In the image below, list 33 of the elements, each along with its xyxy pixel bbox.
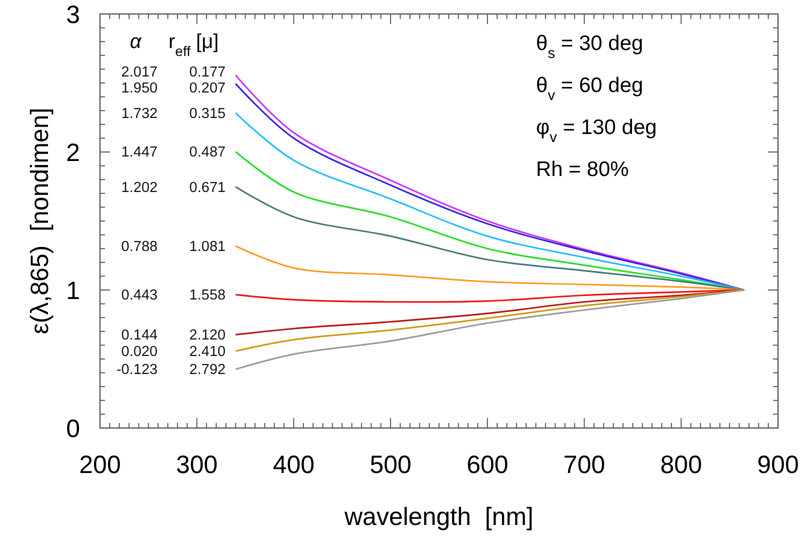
y-axis-title: ε(λ,865) [nondimen] [26, 108, 54, 334]
x-tick-label: 300 [176, 451, 218, 479]
text: 0.443 1.558 [121, 288, 226, 304]
line-series [234, 289, 745, 303]
x-tick-label: 900 [757, 451, 799, 479]
y-tick-label: 0 [66, 415, 80, 443]
text: 0.788 1.081 [121, 238, 226, 255]
text: 1.202 0.671 [121, 180, 226, 196]
annotation: θ$_{s}$ = 30 deg [536, 32, 644, 62]
y-tick-label: 1 [66, 277, 80, 305]
x-tick-label: 700 [563, 451, 606, 479]
text: 2.017 0.177 [121, 64, 226, 80]
annotation: α [130, 31, 142, 53]
x-tick-label: 500 [370, 451, 412, 479]
y-tick-label: 2 [66, 139, 80, 167]
x-tick-label: 600 [466, 451, 508, 479]
text: -0.123 2.792 [116, 362, 226, 378]
y-tick-label: 3 [66, 1, 80, 29]
text: 0.144 2.120 [121, 328, 226, 344]
x-tick-label: 200 [79, 451, 121, 479]
line-series [234, 289, 745, 370]
annotation: φ$_{v}$ = 130 deg [536, 116, 657, 146]
text: 1.732 0.315 [121, 106, 226, 122]
annotation: Rh = 80% [536, 158, 629, 181]
x-tick-label: 400 [272, 451, 315, 479]
annotation: θ$_{v}$ = 60 deg [536, 74, 644, 104]
text: 0.020 2.410 [121, 344, 226, 360]
annotation: r$_{eff}$ [μ] [168, 31, 219, 59]
x-tick-label: 800 [660, 451, 702, 479]
line-series [234, 245, 745, 291]
x-axis-title: wavelength [nm] [344, 503, 534, 531]
text: 1.950 0.207 [121, 80, 226, 96]
text: 1.447 0.487 [121, 144, 226, 161]
